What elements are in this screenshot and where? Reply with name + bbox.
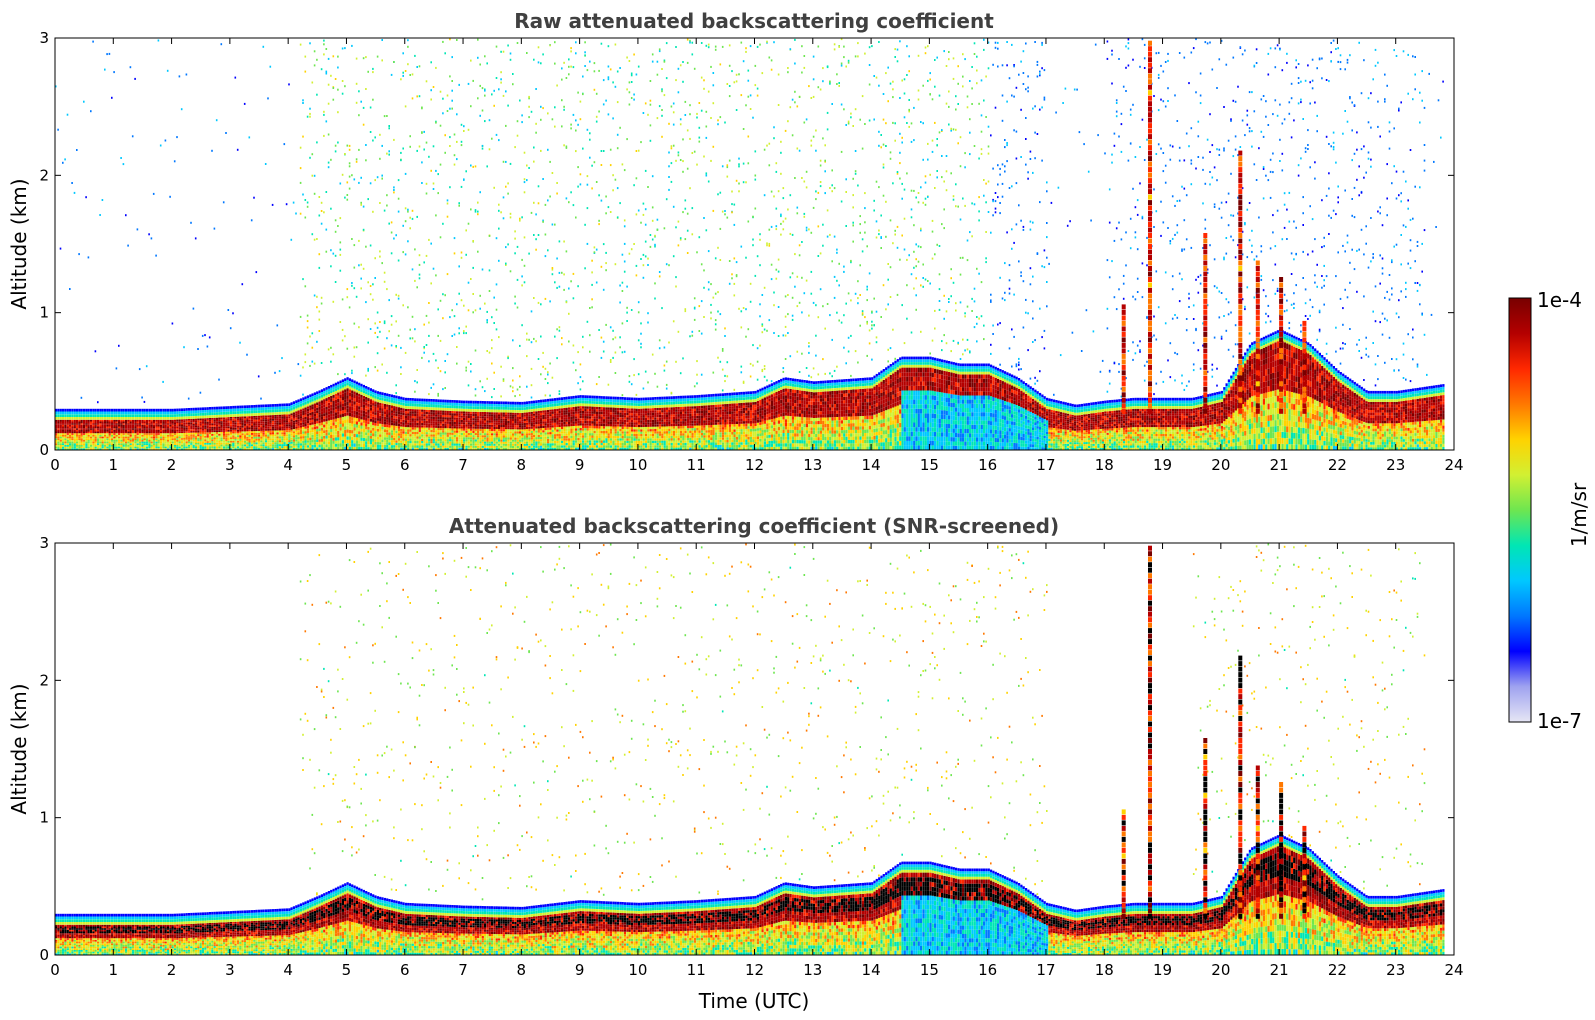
x-tick-label: 13 [803, 456, 822, 474]
panel2-title: Attenuated backscattering coefficient (S… [449, 514, 1059, 538]
x-tick-label: 18 [1095, 456, 1114, 474]
x-tick-label: 8 [517, 961, 527, 979]
x-tick-label: 21 [1270, 456, 1289, 474]
x-tick-label: 11 [687, 456, 706, 474]
x-tick-label: 23 [1386, 456, 1405, 474]
x-tick-label: 4 [283, 456, 293, 474]
panel2-xlabel: Time (UTC) [698, 989, 810, 1013]
colorbar-label: 1/m/sr [1567, 482, 1591, 547]
x-tick-label: 6 [400, 456, 410, 474]
x-tick-label: 4 [283, 961, 293, 979]
x-tick-label: 1 [109, 961, 119, 979]
x-tick-label: 3 [225, 456, 235, 474]
y-tick-label: 1 [39, 809, 49, 827]
x-tick-label: 7 [458, 456, 468, 474]
x-tick-label: 24 [1444, 456, 1463, 474]
x-tick-label: 20 [1211, 456, 1230, 474]
x-tick-label: 24 [1444, 961, 1463, 979]
x-tick-label: 14 [862, 961, 881, 979]
x-tick-label: 10 [628, 456, 647, 474]
raw-backscatter-panel: Raw attenuated backscattering coefficien… [7, 9, 1464, 474]
x-tick-label: 22 [1328, 961, 1347, 979]
x-tick-label: 20 [1211, 961, 1230, 979]
x-tick-label: 23 [1386, 961, 1405, 979]
x-tick-label: 0 [50, 456, 60, 474]
panel2-heatmap [55, 543, 1445, 955]
colorbar-gradient [1509, 298, 1531, 722]
x-tick-label: 13 [803, 961, 822, 979]
x-tick-label: 12 [745, 961, 764, 979]
x-tick-label: 16 [978, 456, 997, 474]
x-tick-label: 12 [745, 456, 764, 474]
x-tick-label: 19 [1153, 961, 1172, 979]
panel1-heatmap [55, 38, 1445, 450]
y-tick-label: 2 [39, 671, 49, 689]
y-tick-label: 0 [39, 946, 49, 964]
y-tick-label: 2 [39, 166, 49, 184]
x-tick-label: 2 [167, 961, 177, 979]
x-tick-label: 11 [687, 961, 706, 979]
x-tick-label: 17 [1036, 961, 1055, 979]
x-tick-label: 5 [342, 961, 352, 979]
x-tick-label: 19 [1153, 456, 1172, 474]
panel2-ylabel: Altitude (km) [7, 683, 31, 814]
y-tick-label: 3 [39, 29, 49, 47]
x-tick-label: 10 [628, 961, 647, 979]
x-tick-label: 3 [225, 961, 235, 979]
figure: Raw attenuated backscattering coefficien… [0, 0, 1595, 1020]
x-tick-label: 2 [167, 456, 177, 474]
x-tick-label: 18 [1095, 961, 1114, 979]
x-tick-label: 7 [458, 961, 468, 979]
x-tick-label: 6 [400, 961, 410, 979]
x-tick-label: 9 [575, 456, 585, 474]
colorbar: 1e-4 1e-7 1/m/sr [1509, 288, 1591, 733]
y-tick-label: 3 [39, 534, 49, 552]
x-tick-label: 15 [920, 456, 939, 474]
x-tick-label: 8 [517, 456, 527, 474]
x-tick-label: 17 [1036, 456, 1055, 474]
x-tick-label: 9 [575, 961, 585, 979]
panel1-title: Raw attenuated backscattering coefficien… [514, 9, 994, 33]
y-tick-label: 1 [39, 304, 49, 322]
x-tick-label: 21 [1270, 961, 1289, 979]
panel1-ylabel: Altitude (km) [7, 178, 31, 309]
x-tick-label: 14 [862, 456, 881, 474]
x-tick-label: 0 [50, 961, 60, 979]
x-tick-label: 22 [1328, 456, 1347, 474]
snr-screened-panel: Attenuated backscattering coefficient (S… [7, 514, 1464, 1013]
colorbar-max-label: 1e-4 [1537, 288, 1582, 312]
x-tick-label: 5 [342, 456, 352, 474]
x-tick-label: 16 [978, 961, 997, 979]
colorbar-min-label: 1e-7 [1537, 709, 1582, 733]
x-tick-label: 15 [920, 961, 939, 979]
y-tick-label: 0 [39, 441, 49, 459]
x-tick-label: 1 [109, 456, 119, 474]
